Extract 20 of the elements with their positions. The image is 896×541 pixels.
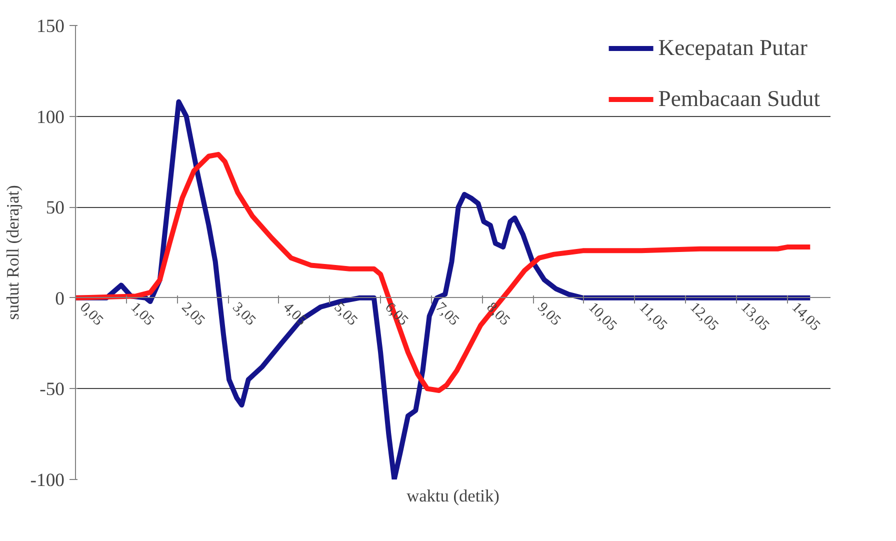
x-axis-title: waktu (detik)	[406, 486, 500, 506]
x-tick-label: 3,05	[229, 299, 259, 329]
x-tick-label: 8,05	[483, 299, 513, 329]
x-tick-label: 5,05	[330, 299, 360, 329]
y-tick-label: -100	[30, 470, 65, 491]
legend-label: Kecepatan Putar	[658, 35, 808, 61]
x-tick-label: 0,05	[76, 299, 106, 329]
x-tick-label: 4,05	[280, 299, 310, 329]
y-axis-title: sudut Roll (derajat)	[3, 184, 22, 320]
y-tick-label: -50	[40, 379, 65, 400]
x-tick-label: 1,05	[127, 299, 157, 329]
x-tick-label: 6,05	[382, 299, 412, 329]
y-tick-label: 0	[55, 288, 64, 310]
y-tick-label: 150	[36, 16, 64, 37]
x-tick-label: 9,05	[534, 299, 564, 329]
legend-label: Pembacaan Sudut	[658, 86, 820, 112]
y-tick-label: 50	[46, 198, 64, 219]
x-tick-label: 2,05	[178, 299, 208, 329]
y-tick-label: 100	[36, 106, 64, 128]
x-tick-label: 7,05	[432, 299, 462, 329]
